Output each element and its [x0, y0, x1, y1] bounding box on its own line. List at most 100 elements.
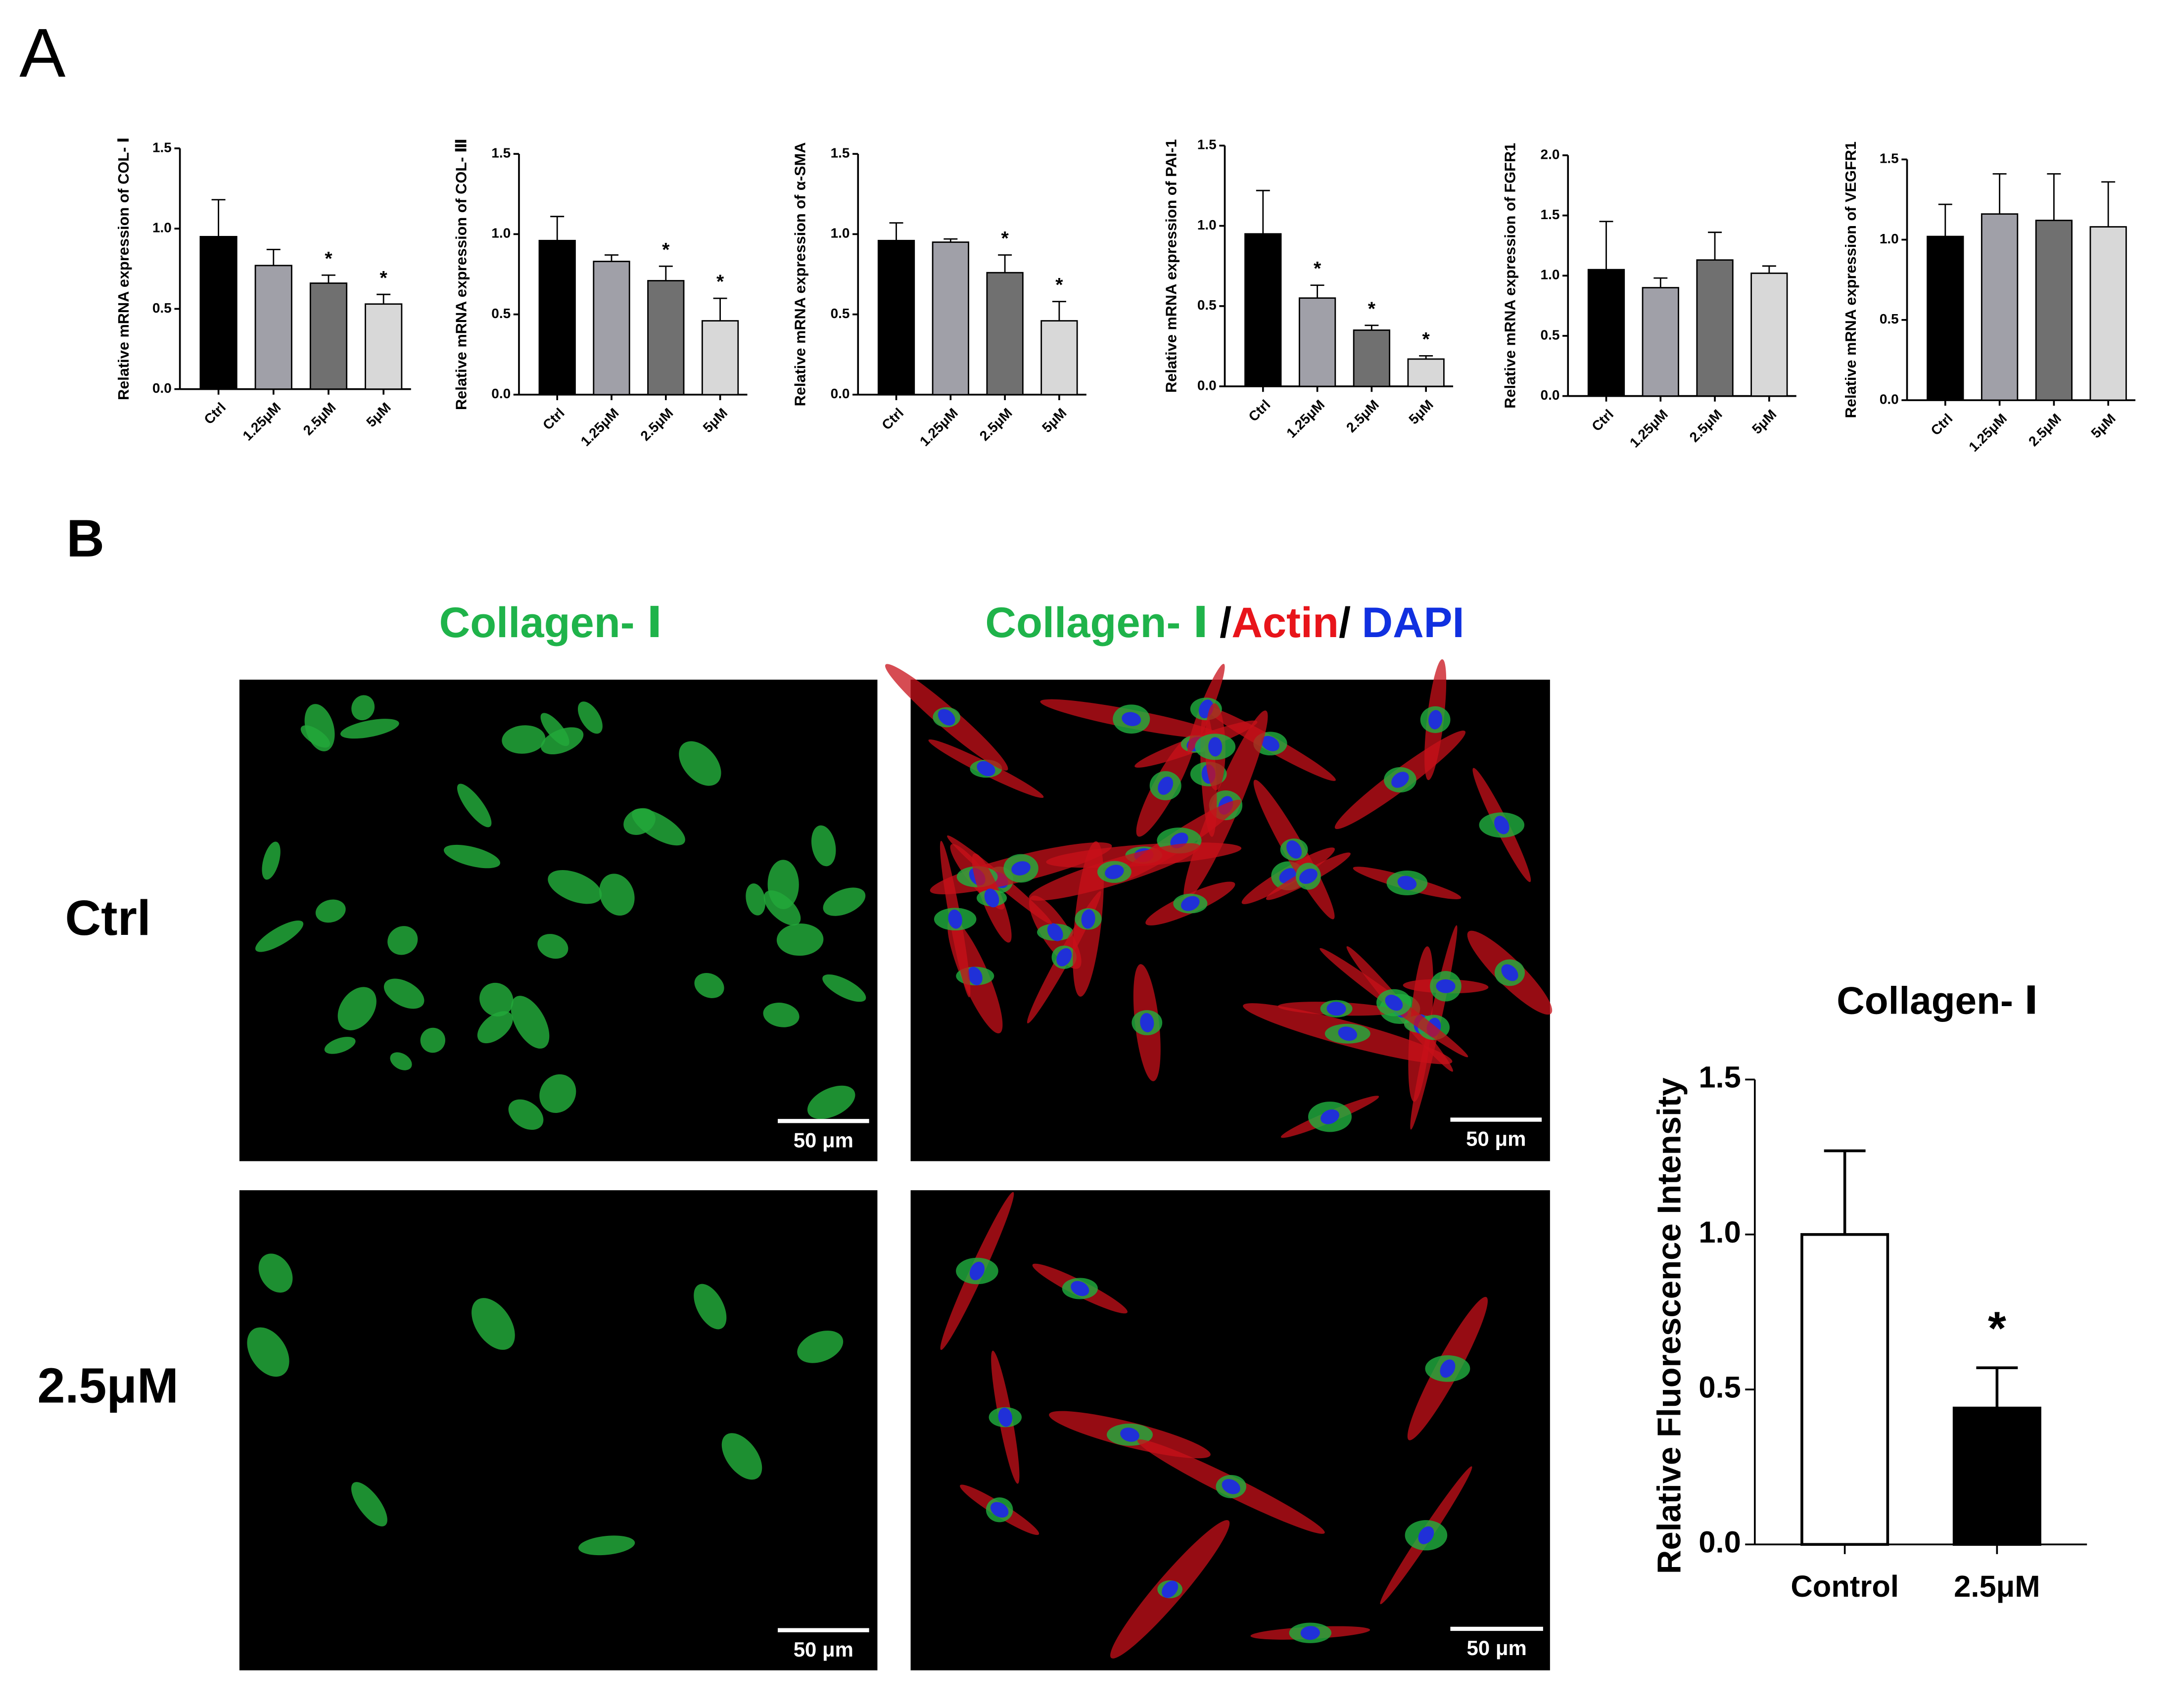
cell-nucleus	[969, 1261, 985, 1281]
y-tick-label: 1.0	[831, 226, 850, 241]
y-tick-label: 0.0	[491, 386, 511, 401]
cell-collagen	[548, 870, 602, 904]
scale-bar-label: 50 μm	[794, 1638, 853, 1661]
panel-label: B	[66, 509, 104, 568]
scale-bar-label: 50 μm	[1466, 1127, 1526, 1151]
cell-nucleus	[1120, 1428, 1139, 1442]
bar	[199, 235, 237, 390]
cell-collagen	[383, 978, 425, 1009]
significance: *	[1001, 228, 1009, 249]
y-tick-label: 1.0	[1541, 267, 1560, 282]
bar	[1750, 273, 1788, 397]
micrograph	[239, 1190, 878, 1670]
significance: *	[1422, 329, 1430, 350]
y-tick-label: 0.0	[1197, 377, 1217, 393]
cell-collagen	[539, 1074, 576, 1113]
x-tick-label: 5μM	[700, 405, 730, 435]
significance: *	[1314, 258, 1321, 279]
y-axis-label: Relative mRNA expression of FGFR1	[1502, 143, 1519, 409]
y-tick-label: 0.5	[491, 306, 511, 321]
cell-nucleus	[1081, 909, 1095, 929]
y-tick-label: 0.0	[1880, 391, 1899, 407]
x-tick-label: 5μM	[363, 400, 393, 430]
x-tick-label: 1.25μM	[1627, 407, 1671, 451]
bar	[1587, 269, 1625, 397]
y-tick-label: 0.5	[1197, 297, 1217, 313]
scale-bar-label: 50 μm	[794, 1128, 853, 1152]
x-tick-label: 5μM	[2088, 411, 2118, 441]
bar	[593, 261, 630, 396]
header-part: DAPI	[1362, 599, 1464, 646]
bar	[1642, 287, 1679, 397]
cell-nucleus	[998, 1407, 1013, 1427]
bar	[1040, 320, 1078, 396]
bar	[309, 282, 348, 390]
cell-nucleus	[1418, 1526, 1434, 1544]
y-tick-label: 1.5	[1541, 207, 1560, 222]
cell-collagen	[807, 1085, 855, 1119]
y-tick-label: 0.0	[1541, 387, 1560, 403]
header-part: /	[1339, 599, 1351, 646]
cell-collagen	[811, 825, 836, 867]
cell-collagen	[508, 1099, 544, 1130]
x-tick-label: Ctrl	[201, 400, 229, 427]
cell-nucleus	[1122, 712, 1141, 726]
cell-collagen	[577, 701, 603, 734]
y-axis-label: Relative mRNA expression of COL- Ⅰ	[115, 138, 132, 400]
x-tick-label: 2.5μM	[1687, 407, 1725, 445]
bar	[932, 241, 969, 396]
cell-nucleus	[1440, 1359, 1456, 1378]
bar	[1244, 233, 1282, 387]
bar	[647, 280, 685, 396]
cell-nucleus	[1436, 979, 1456, 993]
cell-nucleus	[1222, 1479, 1240, 1494]
micrographs	[239, 659, 1553, 1670]
x-tick-label: 2.5μM	[977, 405, 1015, 444]
y-tick-label: 1.5	[1197, 137, 1217, 152]
bar	[1927, 235, 1964, 401]
micrograph	[910, 680, 1550, 1161]
cell-collagen	[578, 1535, 635, 1556]
x-tick-label: 2.5μM	[1343, 397, 1382, 435]
y-tick-label: 0.0	[1698, 1525, 1741, 1560]
cell-nucleus	[1047, 923, 1063, 941]
cell-nucleus	[1299, 869, 1318, 884]
cell-collagen	[262, 841, 281, 880]
bar	[2089, 226, 2127, 401]
cell-nucleus	[1158, 776, 1174, 795]
cell-nucleus	[990, 1502, 1009, 1518]
cell-nucleus	[1494, 816, 1510, 834]
cell-nucleus	[1326, 1002, 1346, 1016]
cell-collagen	[599, 874, 635, 916]
y-tick-label: 0.5	[831, 306, 850, 321]
cell-nucleus	[1321, 1109, 1339, 1124]
cell-nucleus	[1011, 861, 1031, 876]
bar	[1298, 297, 1336, 387]
cell-collagen	[390, 1052, 412, 1070]
y-axis-label: Relative mRNA expression of α-SMA	[792, 142, 809, 407]
micrograph	[910, 1190, 1550, 1670]
cell-collagen	[457, 784, 492, 828]
y-axis-label: Relative mRNA expression of VEGFR1	[1842, 141, 1859, 418]
row-label: 2.5μM	[37, 1358, 178, 1414]
cell-collagen	[540, 713, 569, 746]
y-tick-label: 0.0	[152, 380, 172, 396]
cell-nucleus	[1338, 1026, 1358, 1041]
cell-nucleus	[1286, 840, 1302, 859]
bar	[365, 303, 403, 390]
header-part: Actin	[1231, 599, 1339, 646]
x-tick-label: 1.25μM	[1283, 397, 1327, 441]
x-tick-label: Ctrl	[1245, 397, 1273, 424]
cell-nucleus	[1428, 710, 1443, 730]
y-tick-label: 1.5	[1880, 151, 1899, 166]
cell-collagen	[477, 1011, 513, 1044]
cell-nucleus	[1501, 964, 1518, 981]
y-axis-label: Relative mRNA expression of PAI-1	[1162, 139, 1179, 393]
cell-collagen	[340, 719, 399, 739]
x-tick-label: Ctrl	[879, 405, 906, 433]
cell-collagen	[351, 695, 375, 721]
cell-collagen	[472, 1298, 515, 1350]
cell-collagen	[776, 923, 824, 956]
cell-nucleus	[1391, 772, 1409, 788]
